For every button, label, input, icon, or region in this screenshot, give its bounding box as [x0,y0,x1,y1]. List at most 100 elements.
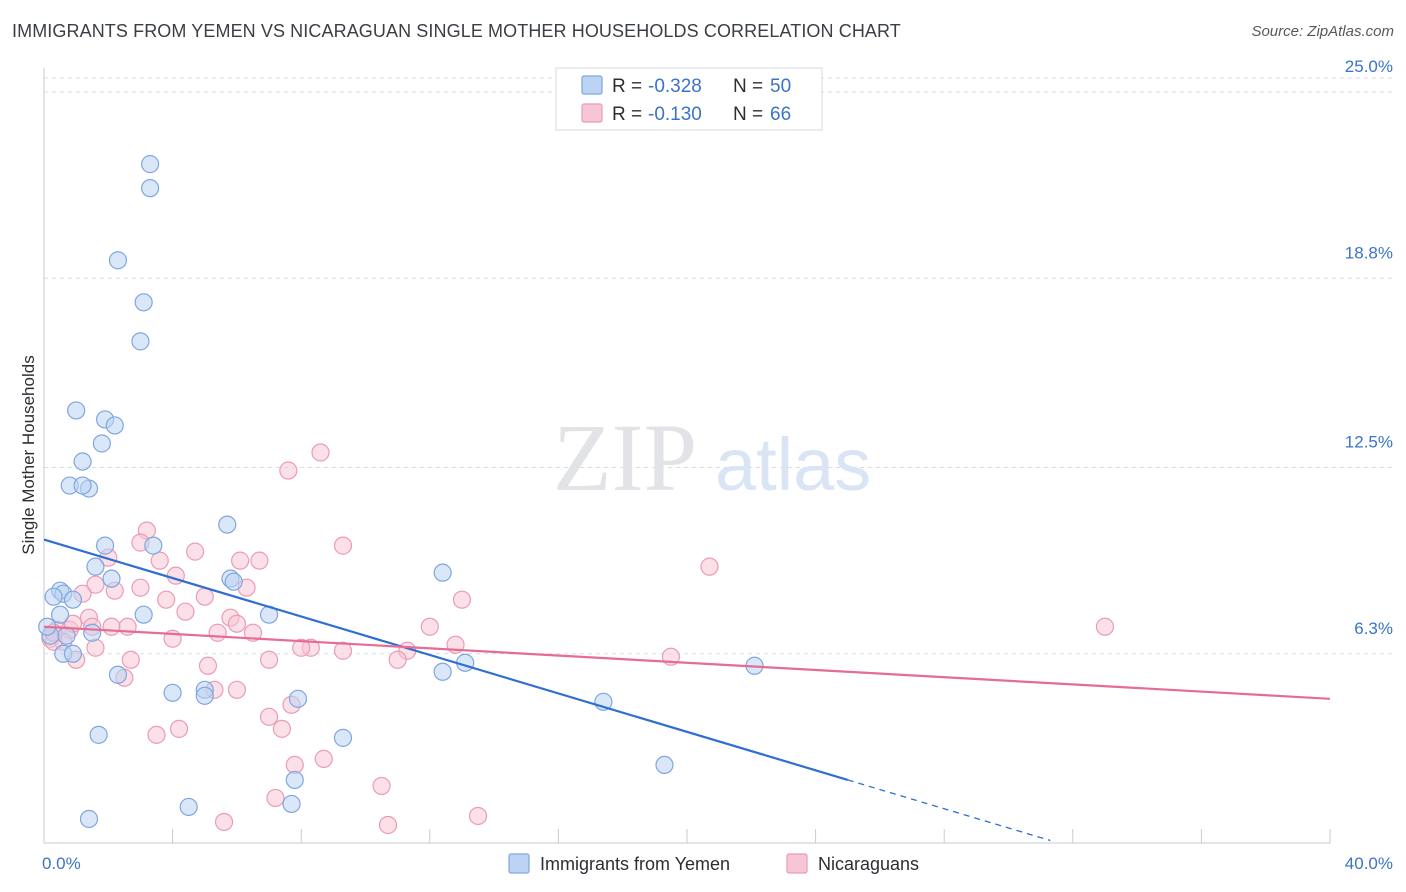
chart-title: IMMIGRANTS FROM YEMEN VS NICARAGUAN SING… [12,21,901,41]
legend-r-value-yemen: -0.328 [648,76,702,97]
y-tick-label-1: 12.5% [1345,433,1393,452]
yemen-point-4 [131,332,150,351]
yemen-point-0 [140,155,160,174]
nicaraguan-point-56 [147,725,166,744]
yemen-point-25 [50,605,70,624]
yemen-points [38,155,764,829]
nicaraguan-point-57 [314,749,333,768]
yemen-point-20 [433,563,452,582]
nicaraguan-point-8 [231,551,250,570]
yemen-point-13 [218,515,237,534]
nicaraguan-point-3 [333,536,353,555]
y-tick-label-3: 25.0% [1345,57,1393,76]
legend-swatch-yemen [581,75,603,95]
legend-n-value-nicaraguans: 66 [770,104,791,125]
nicaraguan-point-17 [195,587,214,606]
source-credit: Source: ZipAtlas.com [1251,23,1394,40]
y-tick-labels: 6.3% 12.5% 18.8% 25.0% [1345,57,1393,638]
yemen-point-30 [83,623,102,642]
nicaraguan-point-63 [378,815,398,835]
legend-swatch-nicaraguans [581,103,603,123]
yemen-point-15 [144,536,163,555]
correlation-legend: R = -0.328 N = 50 R = -0.130 N = 66 [555,67,823,131]
yemen-point-24 [63,590,83,609]
yemen-point-5 [67,401,86,420]
yemen-point-43 [333,728,353,747]
yemen-point-2 [108,251,128,270]
yemen-point-44 [655,755,674,774]
nicaraguan-point-42 [333,641,353,660]
trend-line-yemen-extension [847,779,1051,842]
nicaraguan-point-53 [259,707,279,726]
nicaraguan-point-5 [186,542,205,561]
yemen-point-8 [92,434,111,453]
nicaraguan-point-62 [214,812,234,832]
nicaraguan-point-18 [157,590,176,609]
nicaraguan-point-23 [227,614,246,633]
y-axis-label: Single Mother Households [19,355,38,554]
yemen-point-40 [288,689,308,708]
bottom-legend-label-nicaraguans: Nicaraguans [818,854,919,874]
yemen-point-3 [134,293,153,312]
yemen-point-29 [57,626,76,645]
watermark-zip: ZIP [553,404,697,511]
yemen-point-32 [63,644,83,663]
x-tick-label-min: 0.0% [42,854,81,873]
bottom-legend-swatch-nicaraguans [786,853,808,874]
x-tick-label-max: 40.0% [1345,854,1393,873]
watermark-atlas: atlas [715,423,871,506]
nicaraguan-point-0 [311,443,330,462]
nicaraguan-point-54 [169,719,189,738]
nicaraguan-point-28 [420,617,439,636]
nicaraguan-point-13 [131,578,150,597]
series-legend: Immigrants from Yemen Nicaraguans [508,853,919,874]
nicaraguan-point-12 [86,575,105,594]
yemen-point-45 [285,770,304,790]
yemen-point-37 [163,683,182,702]
legend-n-label-yemen: N = [733,76,763,97]
yemen-point-14 [95,536,115,555]
yemen-point-23 [44,587,63,606]
yemen-point-36 [108,665,128,684]
nicaraguan-point-46 [388,650,407,669]
nicaraguan-point-24 [102,617,121,636]
bottom-legend-label-yemen: Immigrants from Yemen [540,854,730,874]
trend-lines [43,538,1331,842]
yemen-point-47 [282,794,301,814]
yemen-point-26 [134,605,153,624]
yemen-point-17 [102,569,121,588]
y-tick-label-0: 6.3% [1354,619,1393,638]
nicaraguan-point-60 [266,788,285,808]
nicaraguan-point-1 [279,461,298,480]
nicaraguan-point-44 [121,650,140,669]
nicaraguan-point-20 [176,602,195,621]
trend-line-yemen [43,538,849,781]
nicaraguan-point-19 [452,590,472,609]
nicaraguan-point-45 [259,650,279,669]
y-tick-label-2: 18.8% [1345,243,1393,262]
yemen-point-12 [73,476,92,495]
nicaraguan-point-59 [372,776,391,796]
nicaraguan-point-39 [86,638,105,657]
yemen-point-19 [224,572,243,591]
yemen-point-7 [105,416,124,435]
nicaraguan-point-48 [198,656,218,675]
bottom-legend-swatch-yemen [508,853,530,874]
nicaraguan-point-40 [292,638,311,657]
legend-n-label-nicaraguans: N = [733,104,763,125]
yemen-point-39 [195,686,214,705]
yemen-point-46 [179,797,198,817]
yemen-point-34 [433,662,452,681]
nicaraguan-point-55 [272,719,292,738]
nicaraguan-point-7 [150,551,169,570]
yemen-point-9 [73,452,92,471]
legend-r-value-nicaraguans: -0.130 [648,104,702,125]
trend-line-nicaraguans [43,625,1331,700]
nicaraguan-point-9 [250,551,269,570]
nicaraguan-point-31 [208,623,227,642]
x-axis-ticks [43,829,1331,843]
nicaraguan-point-10 [700,557,719,576]
legend-n-value-yemen: 50 [770,76,791,97]
legend-r-label-nicaraguans: R = [612,104,642,125]
